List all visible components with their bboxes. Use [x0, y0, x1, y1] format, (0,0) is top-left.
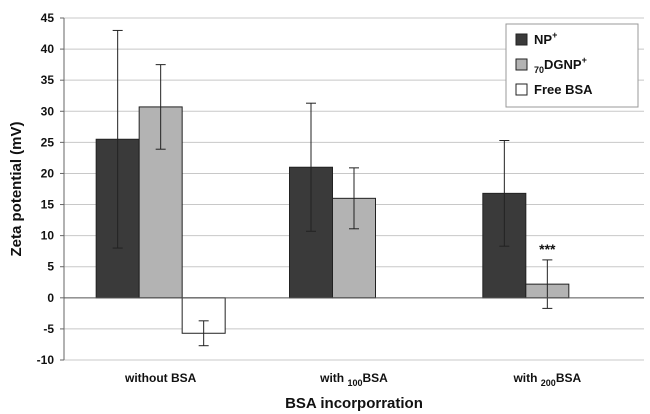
category-label: without BSA: [124, 371, 197, 385]
y-tick-label: 45: [41, 11, 55, 25]
y-tick-label: 40: [41, 42, 55, 56]
x-axis-title: BSA incorporration: [285, 395, 423, 412]
y-tick-label: 35: [41, 73, 55, 87]
y-tick-label: -10: [37, 353, 55, 367]
y-tick-label: 15: [41, 198, 55, 212]
y-tick-label: 0: [47, 291, 54, 305]
y-tick-label: 30: [41, 104, 55, 118]
legend-label: NP+: [534, 30, 557, 47]
significance-marker: ***: [539, 241, 556, 257]
y-tick-label: 10: [41, 229, 55, 243]
axes: [60, 17, 644, 361]
legend: NP+ 70DGNP+ Free BSA: [505, 23, 639, 108]
y-tick-label: 5: [47, 260, 54, 274]
annotations: ***: [539, 241, 556, 257]
y-tick-label: 20: [41, 166, 55, 180]
legend-label: Free BSA: [534, 82, 593, 97]
legend-box: [505, 23, 639, 108]
y-tick-labels: -10 -5 0 5 10 15 20 25 30 35 40 45: [37, 11, 55, 367]
legend-label: 70DGNP+: [534, 55, 587, 75]
category-label: with 200BSA: [512, 371, 581, 388]
y-axis-title: Zeta potential (mV): [8, 121, 25, 256]
bars: [95, 106, 570, 334]
legend-swatch: [515, 58, 528, 71]
y-tick-label: -5: [43, 322, 54, 336]
error-bars: [112, 29, 553, 347]
category-labels: without BSA with 100BSA with 200BSA: [124, 371, 582, 388]
legend-swatch: [515, 33, 528, 46]
y-tick-label: 25: [41, 135, 55, 149]
legend-swatch: [515, 83, 528, 96]
category-label: with 100BSA: [319, 371, 388, 388]
